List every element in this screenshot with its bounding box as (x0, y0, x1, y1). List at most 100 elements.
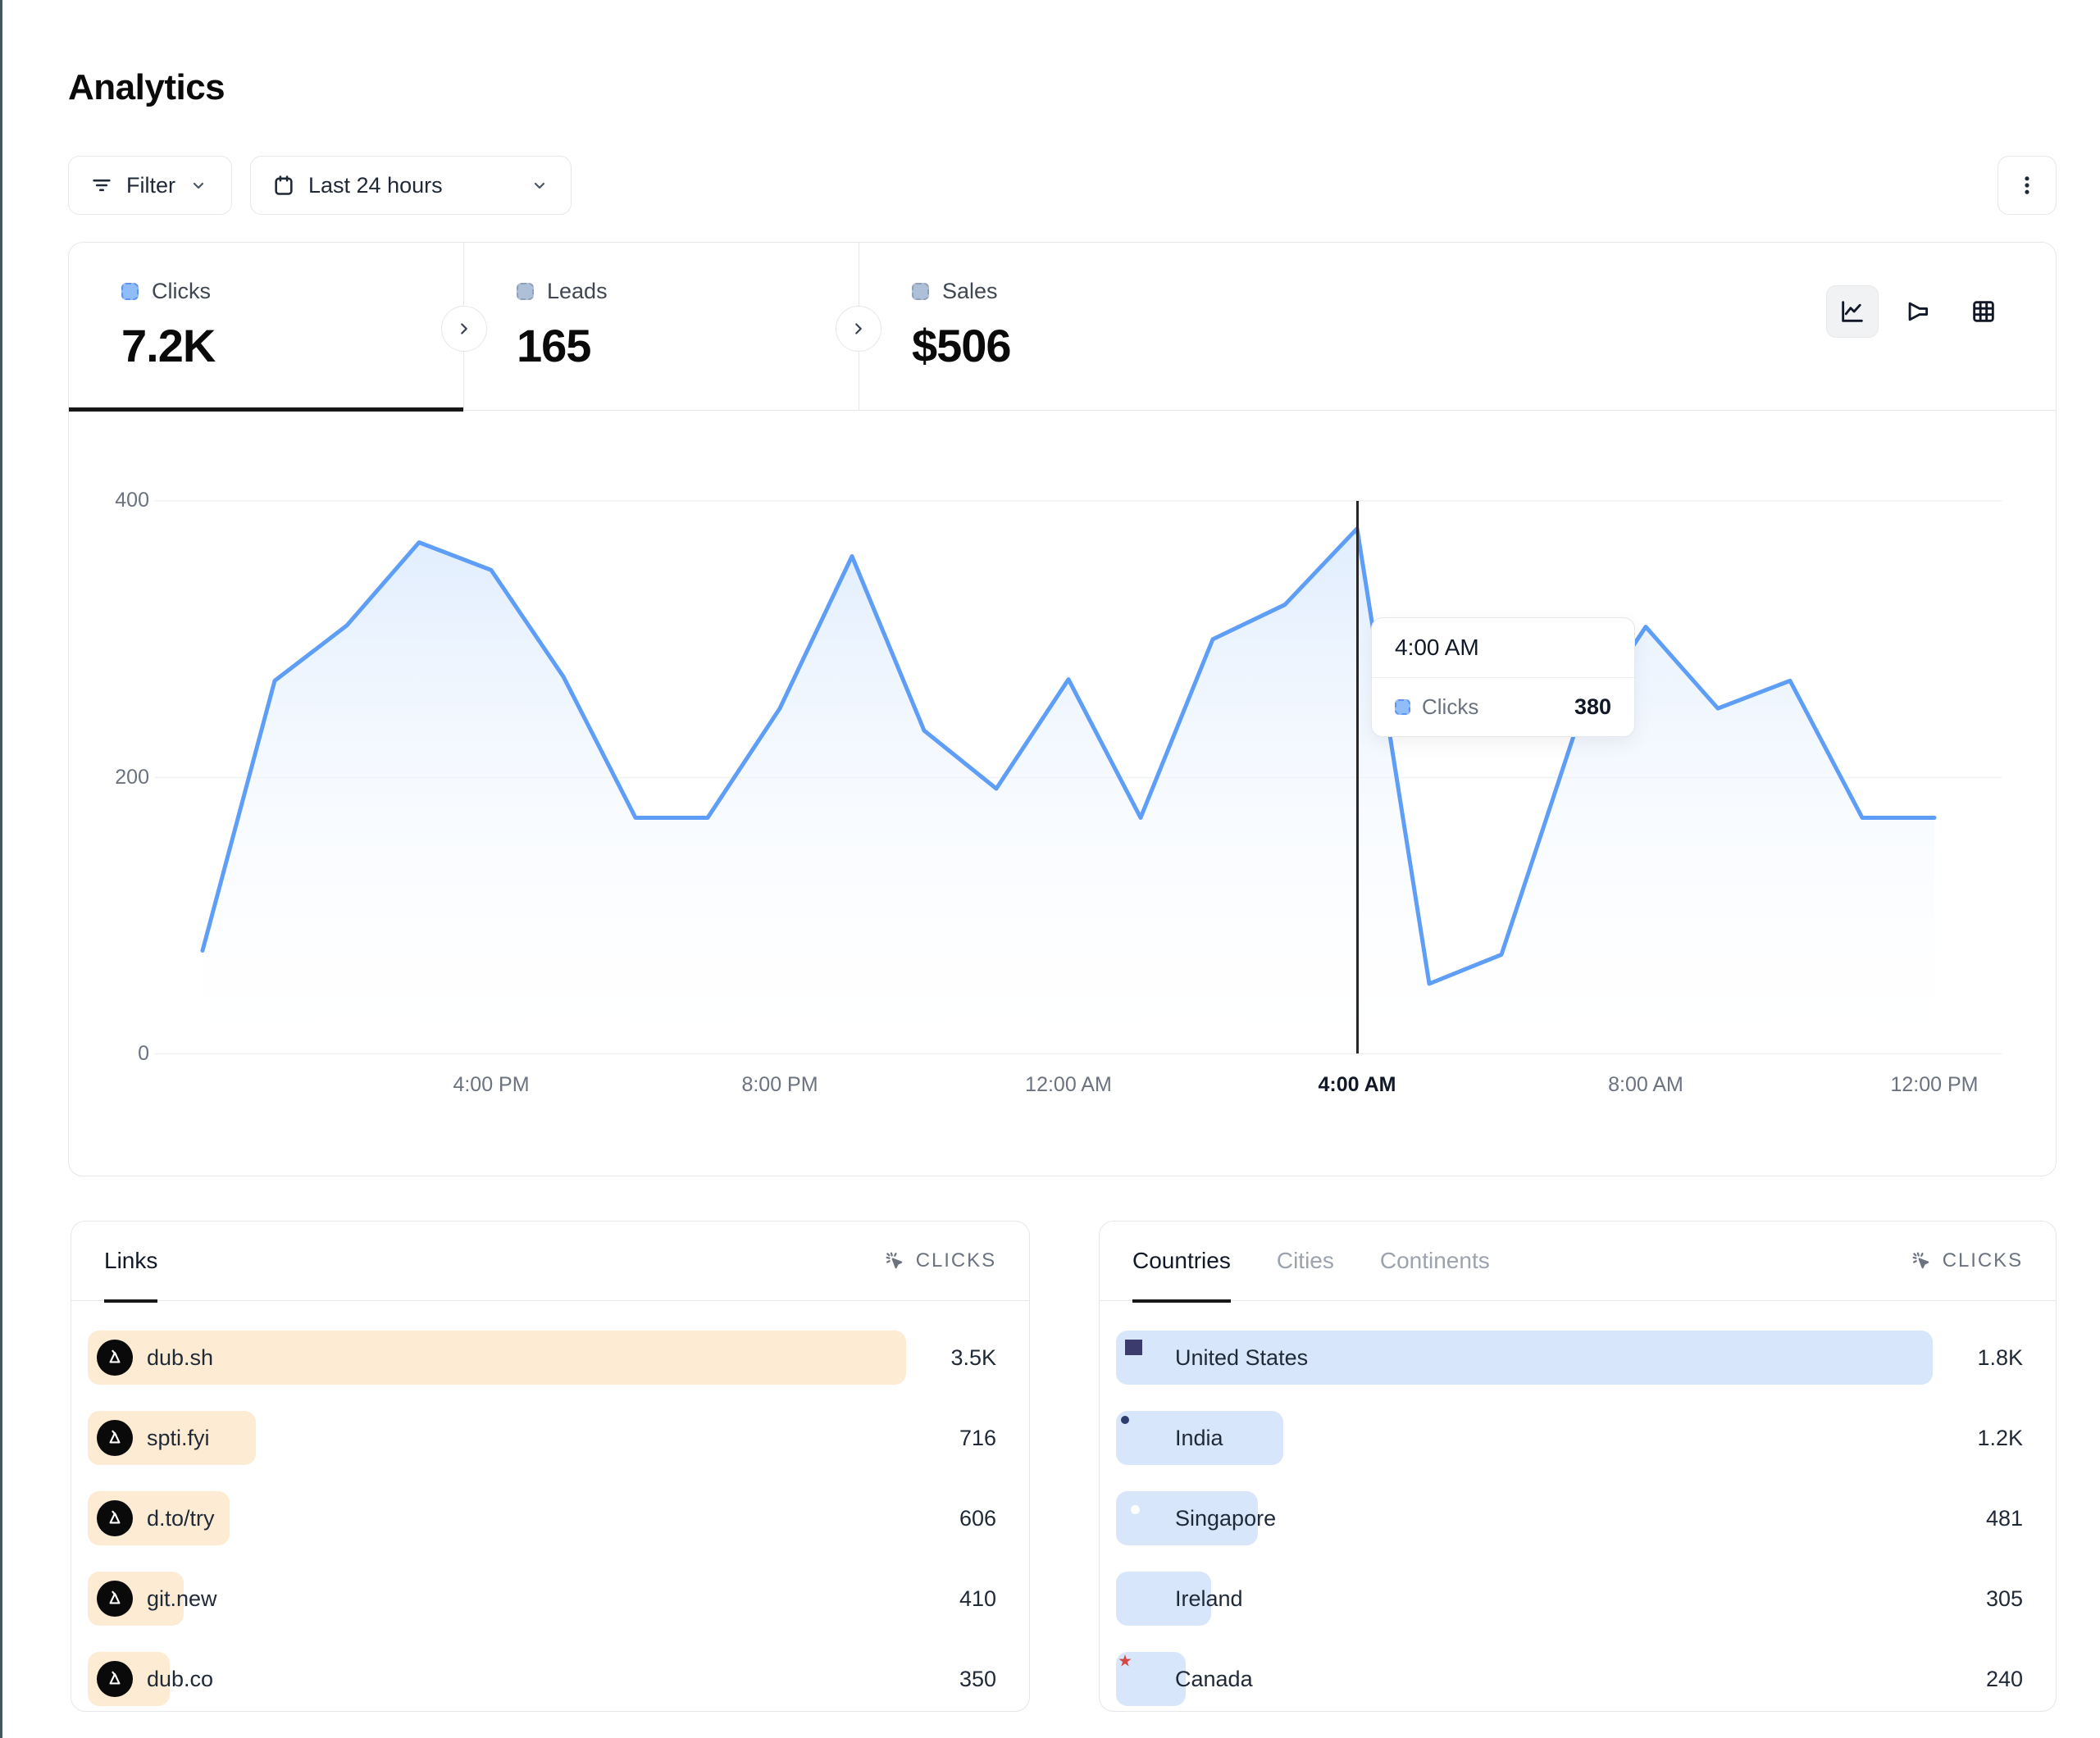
in-flag-icon (1125, 1420, 1161, 1456)
value-bar (1116, 1331, 1933, 1385)
stat-tabs: Clicks 7.2K Leads 165 Sales $506 (69, 243, 2056, 412)
line-chart-icon (1842, 301, 1863, 322)
stat-value: 7.2K (121, 320, 216, 371)
tab-label: Countries (1132, 1248, 1231, 1273)
leads-legend-swatch-icon (517, 283, 534, 300)
link-row-spti-fyi[interactable]: spti.fyi 716 (88, 1411, 996, 1465)
chevron-down-icon (534, 182, 545, 189)
stat-tab-next-button[interactable] (836, 306, 881, 352)
x-axis-tick-400pm: 4:00 PM (453, 1073, 530, 1096)
more-options-button[interactable] (1998, 156, 2057, 215)
countries-metric-label: CLICKS (1942, 1249, 2023, 1272)
link-row-git-new[interactable]: git.new 410 (88, 1572, 996, 1626)
row-label: Ireland (1175, 1586, 1243, 1611)
dub-logo-icon (97, 1500, 133, 1536)
value-bar (1116, 1572, 1211, 1626)
chart-view-toggle (1826, 285, 2010, 338)
row-label: d.to/try (147, 1506, 215, 1531)
country-row-canada[interactable]: Canada 240 (1116, 1652, 2023, 1706)
links-metric[interactable]: CLICKS (883, 1249, 996, 1272)
stat-value: 165 (517, 320, 591, 371)
x-axis-tick-1200am: 12:00 AM (1025, 1073, 1112, 1096)
tooltip-value: 380 (1574, 694, 1611, 719)
countries-metric[interactable]: CLICKS (1910, 1249, 2023, 1272)
tab-continents[interactable]: Continents (1380, 1222, 1490, 1301)
links-panel: Links CLICKS dub.sh 3.5K spti.fyi 716 d.to/t… (71, 1221, 1030, 1712)
funnel-view-button[interactable] (1892, 285, 1944, 338)
calendar-icon (275, 175, 293, 195)
row-label: India (1175, 1426, 1223, 1450)
tab-links-label: Links (104, 1248, 158, 1273)
row-value: 716 (959, 1426, 996, 1450)
row-label: Canada (1175, 1667, 1253, 1691)
links-panel-header: Links CLICKS (71, 1222, 1029, 1303)
x-axis-tick-800pm: 8:00 PM (741, 1073, 818, 1096)
x-axis-tick-400am: 4:00 AM (1318, 1073, 1396, 1096)
filter-button[interactable]: Filter (68, 156, 232, 215)
y-axis-tick-0: 0 (138, 1042, 149, 1065)
stat-tab-sales[interactable]: Sales $506 (859, 243, 1269, 410)
clicks-line (200, 526, 1937, 986)
row-value: 3.5K (950, 1345, 996, 1370)
row-value: 606 (959, 1506, 996, 1531)
page-title: Analytics (68, 67, 225, 107)
x-axis-tick-800am: 8:00 AM (1608, 1073, 1683, 1096)
y-axis-tick-400: 400 (115, 489, 149, 512)
links-metric-label: CLICKS (915, 1249, 996, 1272)
countries-rows: United States 1.8K India 1.2K Singapore 481 Ir… (1100, 1301, 2056, 1706)
area-fill (203, 528, 1934, 1054)
row-value: 481 (1985, 1506, 2023, 1531)
value-bar (1116, 1491, 1259, 1545)
tooltip-time: 4:00 AM (1372, 618, 1634, 678)
clicks-time-series-chart[interactable]: 4:00 AM Clicks 380 (155, 460, 2002, 1054)
ca-flag-icon (1125, 1661, 1161, 1697)
tab-label: Cities (1276, 1248, 1334, 1273)
cursor-click-icon (886, 1252, 903, 1269)
dub-logo-icon (97, 1340, 133, 1376)
line-chart-view-button[interactable] (1826, 285, 1879, 338)
link-row-dub-sh[interactable]: dub.sh 3.5K (88, 1331, 996, 1385)
tooltip-series-row: Clicks 380 (1372, 678, 1634, 736)
tab-cities[interactable]: Cities (1277, 1222, 1334, 1301)
country-row-united-states[interactable]: United States 1.8K (1116, 1331, 2023, 1385)
row-value: 410 (959, 1586, 996, 1611)
stat-tab-clicks[interactable]: Clicks 7.2K (69, 243, 464, 412)
table-grid-icon (1973, 301, 1994, 322)
tab-links[interactable]: Links (104, 1222, 158, 1303)
country-row-india[interactable]: India 1.2K (1116, 1411, 2023, 1465)
row-value: 240 (1985, 1667, 2023, 1691)
row-value: 305 (1985, 1586, 2023, 1611)
stat-tab-next-button[interactable] (441, 306, 487, 352)
link-row-d-to-try[interactable]: d.to/try 606 (88, 1491, 996, 1545)
stat-label: Sales (942, 279, 998, 303)
row-label: dub.sh (147, 1345, 214, 1370)
tooltip-series-label: Clicks (1422, 694, 1479, 719)
clicks-legend-swatch-icon (121, 283, 139, 300)
value-bar (1116, 1411, 1284, 1465)
chart-crosshair (1356, 501, 1359, 1053)
country-row-ireland[interactable]: Ireland 305 (1116, 1572, 2023, 1626)
tab-countries[interactable]: Countries (1132, 1222, 1231, 1303)
table-view-button[interactable] (1957, 285, 2010, 338)
date-range-button[interactable]: Last 24 hours (250, 156, 572, 215)
area-chart-svg (155, 500, 2002, 1054)
ie-flag-icon (1125, 1581, 1161, 1617)
countries-panel-header: Countries Cities Continents CLICKS (1100, 1222, 2056, 1303)
filter-icon (93, 179, 111, 192)
cursor-click-icon (1912, 1252, 1929, 1269)
links-rows: dub.sh 3.5K spti.fyi 716 d.to/try 606 git.new 4… (71, 1301, 1029, 1706)
row-value: 1.2K (1977, 1426, 2023, 1450)
country-row-singapore[interactable]: Singapore 481 (1116, 1491, 2023, 1545)
chart-tooltip: 4:00 AM Clicks 380 (1371, 617, 1635, 737)
sg-flag-icon (1125, 1500, 1161, 1536)
row-value: 350 (959, 1667, 996, 1691)
row-label: git.new (147, 1586, 217, 1611)
funnel-icon (1908, 302, 1929, 321)
row-label: spti.fyi (147, 1426, 210, 1450)
date-range-label: Last 24 hours (308, 172, 443, 198)
stat-tab-leads[interactable]: Leads 165 (464, 243, 859, 410)
sales-legend-swatch-icon (912, 283, 929, 300)
link-row-dub-co[interactable]: dub.co 350 (88, 1652, 996, 1706)
clicks-legend-swatch-icon (1395, 699, 1410, 715)
stat-value: $506 (912, 320, 1012, 371)
